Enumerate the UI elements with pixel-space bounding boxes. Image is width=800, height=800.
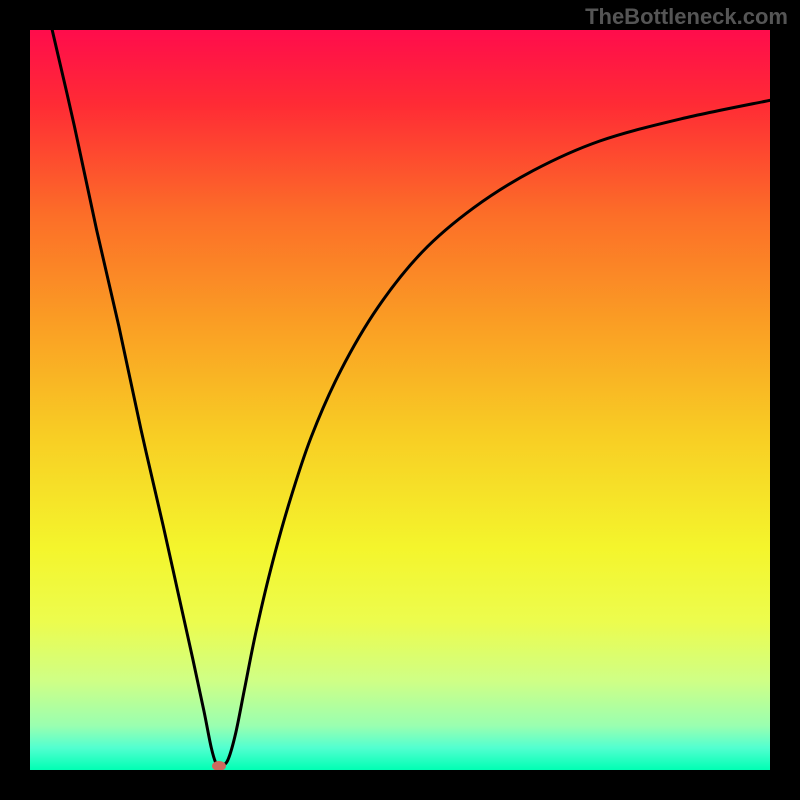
bottleneck-curve [30,30,770,770]
curve-path [52,30,770,766]
plot-area [30,30,770,770]
minimum-marker [212,761,226,770]
plot-frame [0,0,800,800]
watermark-text: TheBottleneck.com [585,4,788,30]
